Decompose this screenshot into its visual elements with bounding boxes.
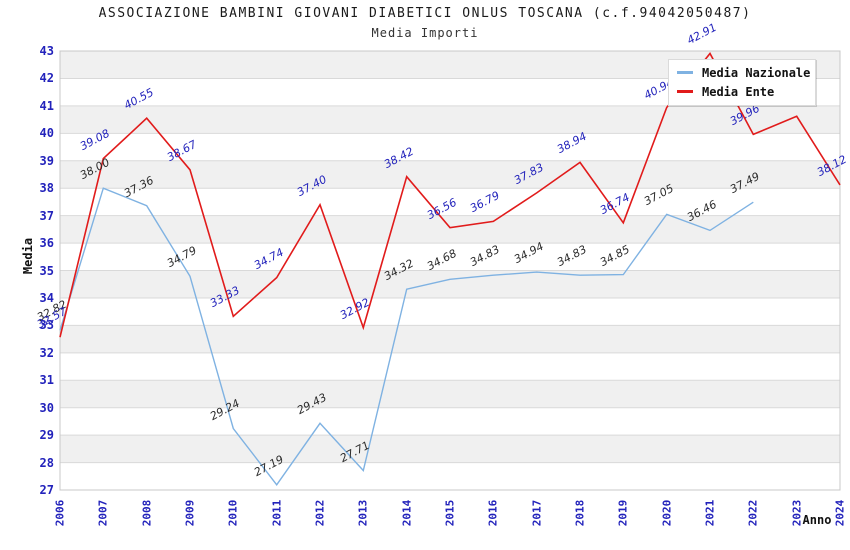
series-line-media-ente	[59, 52, 841, 338]
plot-band	[60, 407, 840, 436]
y-axis-tick: 41	[39, 98, 54, 113]
y-axis-tick: 30	[39, 400, 54, 415]
x-axis-tick: 2016	[486, 499, 500, 527]
plot-band	[60, 325, 840, 353]
plot-band	[60, 160, 840, 189]
legend-line-swatch	[677, 71, 693, 74]
x-axis-tick: 2010	[226, 499, 240, 527]
y-axis-tick: 32	[39, 345, 54, 360]
y-axis-tick: 42	[39, 71, 54, 86]
x-axis-tick: 2014	[400, 499, 414, 527]
x-axis-tick: 2018	[573, 499, 587, 527]
y-axis-tick: 31	[39, 373, 54, 388]
legend-item-media-nazionale: Media Nazionale	[669, 63, 815, 82]
y-axis-tick: 34	[39, 290, 54, 305]
x-axis-tick: 2017	[530, 499, 544, 527]
x-axis-tick: 2013	[356, 499, 370, 527]
legend-label: Media Ente	[702, 84, 775, 99]
x-axis-tick: 2019	[616, 499, 630, 527]
x-axis-tick: 2022	[746, 499, 760, 527]
y-axis-tick: 38	[39, 181, 54, 196]
plot-band	[60, 462, 840, 490]
y-axis-tick: 35	[39, 263, 54, 278]
y-axis-tick: 29	[39, 428, 54, 443]
x-axis-tick: 2024	[833, 499, 847, 527]
plot-band	[60, 133, 840, 161]
chart-title: ASSOCIAZIONE BAMBINI GIOVANI DIABETICI O…	[98, 6, 752, 21]
plot-band	[60, 435, 840, 463]
plot-band	[60, 352, 840, 381]
y-axis-tick: 39	[39, 153, 54, 168]
y-axis-tick: 33	[39, 318, 54, 333]
x-axis-tick: 2006	[53, 499, 67, 527]
y-axis-tick: 27	[39, 483, 54, 497]
plot-band	[60, 243, 840, 271]
x-axis-tick: 2020	[660, 499, 674, 527]
x-axis-title: Anno	[802, 513, 832, 527]
plot-band	[60, 188, 840, 216]
x-axis-tick: 2008	[140, 499, 154, 527]
plot-band	[60, 215, 840, 244]
y-axis-tick: 37	[39, 208, 54, 223]
plot-band	[60, 380, 840, 408]
y-axis-tick: 40	[39, 126, 54, 141]
legend-label: Media Nazionale	[702, 65, 811, 80]
x-axis-tick: 2023	[790, 499, 804, 527]
y-axis-tick: 28	[39, 455, 54, 470]
plot-band	[60, 105, 840, 134]
legend: Media Nazionale Media Ente	[668, 59, 816, 106]
plot-band	[60, 270, 840, 298]
x-axis-tick: 2012	[313, 499, 327, 527]
legend-item-media-ente: Media Ente	[669, 82, 815, 101]
x-axis-tick: 2009	[183, 499, 197, 527]
plot-band	[60, 297, 840, 326]
x-axis-tick: 2021	[703, 499, 717, 527]
y-axis-tick: 36	[39, 236, 54, 251]
chart-subtitle: Media Importi	[371, 26, 479, 40]
plot-border	[59, 50, 841, 491]
y-axis-tick: 43	[39, 44, 54, 58]
x-axis-tick: 2011	[270, 499, 284, 527]
x-axis-tick: 2015	[443, 499, 457, 527]
x-axis-tick: 2007	[96, 499, 110, 527]
legend-line-swatch	[677, 90, 693, 93]
series-line-media-nazionale	[59, 187, 754, 486]
